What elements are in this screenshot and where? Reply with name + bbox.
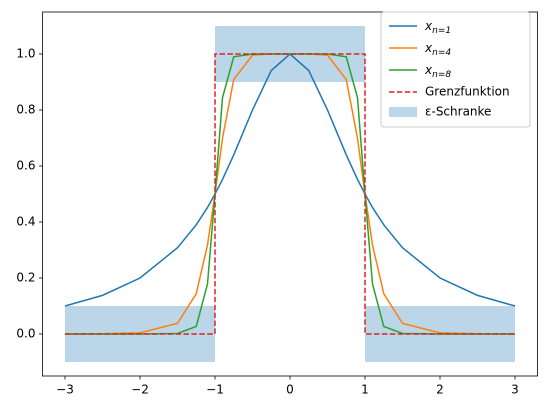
y-tick-label: 0.8	[16, 103, 35, 117]
x-tick-label: 1	[361, 383, 369, 397]
legend-swatch	[389, 107, 417, 117]
legend-label: ε-Schranke	[425, 105, 491, 119]
legend-label: Grenzfunktion	[425, 85, 510, 99]
legend-name: x	[424, 63, 433, 77]
legend-subscript: n=4	[432, 48, 451, 58]
x-tick-label: 3	[511, 383, 519, 397]
legend-name: x	[424, 19, 433, 33]
x-tick-label: 0	[286, 383, 294, 397]
legend-subscript: n=1	[432, 26, 451, 36]
y-tick-label: 0.4	[16, 215, 35, 229]
x-tick-label: 2	[436, 383, 444, 397]
legend-subscript: n=8	[432, 70, 451, 80]
y-tick-label: 1.0	[16, 47, 35, 61]
legend-label: xn=4	[424, 41, 451, 58]
x-tick-label: −3	[56, 383, 74, 397]
y-tick-label: 0.6	[16, 159, 35, 173]
x-tick-label: −1	[206, 383, 224, 397]
legend-name: x	[424, 41, 433, 55]
legend-label: xn=1	[424, 19, 451, 36]
series-line	[65, 53, 515, 335]
y-tick-label: 0.2	[16, 271, 35, 285]
y-tick-label: 0.0	[16, 327, 35, 341]
legend-label: xn=8	[424, 63, 451, 80]
legend-box	[380, 11, 531, 128]
x-tick-label: −2	[131, 383, 149, 397]
limit-line	[65, 53, 515, 335]
